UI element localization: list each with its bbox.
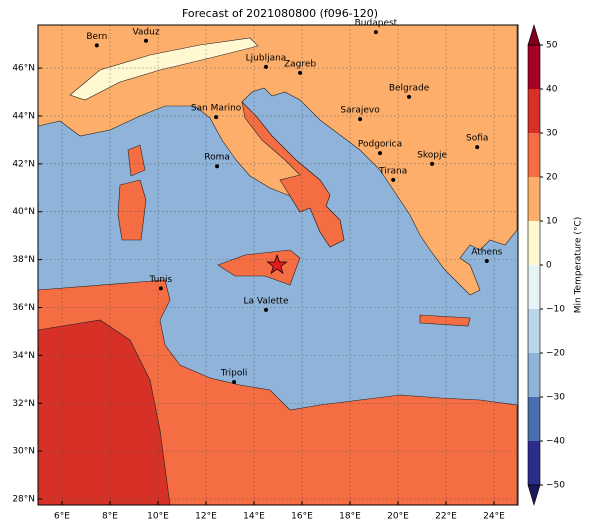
city-marker (475, 145, 480, 150)
colorbar-label: Min Temperature (°C) (574, 217, 584, 314)
city-label: Belgrade (389, 83, 430, 93)
city-label: La Valette (244, 296, 289, 306)
y-tick-label: 44°N (12, 111, 35, 121)
city-marker (232, 379, 237, 384)
city-marker (214, 115, 219, 120)
x-tick-label: 12°E (195, 512, 217, 522)
sicily (217, 249, 301, 286)
crete (419, 314, 471, 327)
city-label: Podgorica (358, 140, 402, 150)
colorbar-tick-label: −30 (546, 393, 565, 403)
y-tick-label: 46°N (12, 64, 35, 74)
africa-interior (38, 319, 171, 505)
city-label: Tripoli (220, 368, 248, 378)
colorbar-tick-label: 20 (546, 173, 558, 183)
colorbar-segment (528, 133, 540, 177)
colorbar-segment (528, 353, 540, 397)
y-tick-label: 38°N (12, 255, 35, 265)
city-marker (144, 38, 148, 43)
colorbar-over (527, 23, 541, 46)
x-tick-label: 20°E (387, 512, 409, 522)
city-marker (430, 161, 435, 166)
city-label: Skopje (417, 150, 447, 160)
colorbar-segment (528, 177, 540, 221)
y-tick-label: 42°N (12, 159, 35, 169)
city-label: Zagreb (284, 59, 316, 69)
y-tick-label: 32°N (12, 399, 35, 409)
colorbar-segment (528, 397, 540, 441)
x-tick-label: 6°E (54, 512, 70, 522)
colorbar-tick-label: −10 (546, 305, 565, 315)
city-marker (378, 151, 382, 156)
x-tick-label: 18°E (339, 512, 361, 522)
city-marker (158, 286, 163, 291)
x-tick-label: 22°E (435, 512, 457, 522)
city-marker (215, 164, 220, 169)
city-label: Ljubljana (246, 53, 287, 63)
colorbar-tick-label: 10 (546, 217, 558, 227)
city-marker (298, 70, 303, 75)
y-tick-label: 36°N (12, 303, 35, 313)
city-label: Vaduz (132, 27, 159, 37)
city-label: Bern (86, 32, 107, 42)
x-tick-label: 8°E (102, 512, 118, 522)
colorbar-segment (528, 441, 540, 485)
land (38, 25, 518, 505)
x-tick-label: 14°E (243, 512, 265, 522)
y-tick-label: 30°N (12, 447, 35, 457)
city-marker (264, 64, 268, 69)
colorbar-tick-label: 30 (546, 129, 558, 139)
city-label: Budapest (355, 19, 398, 29)
city-label: Roma (204, 153, 230, 163)
y-tick-label: 34°N (12, 351, 35, 361)
city-label: Athens (471, 248, 502, 258)
colorbar-segment (528, 89, 540, 133)
city-label: Sarajevo (340, 106, 380, 116)
corsica (127, 144, 146, 177)
colorbar-segment (528, 309, 540, 353)
city-label: Tirana (378, 166, 407, 176)
city-marker (264, 307, 268, 312)
city-marker (484, 259, 489, 264)
x-tick-label: 10°E (147, 512, 169, 522)
city-label: Sofia (466, 134, 488, 144)
city-marker (94, 43, 99, 48)
colorbar-tick-label: 50 (546, 41, 558, 51)
city-marker (373, 30, 378, 35)
x-tick-label: 16°E (291, 512, 313, 522)
city-marker (391, 177, 396, 182)
colorbar-under (527, 484, 541, 507)
star-marker (266, 254, 288, 275)
alps (69, 37, 259, 101)
colorbar-segment (528, 265, 540, 309)
x-tick-label: 24°E (483, 512, 505, 522)
colorbar-segment (528, 221, 540, 265)
y-tick-label: 40°N (12, 207, 35, 217)
italy-coast (241, 101, 345, 248)
colorbar-segment (528, 45, 540, 89)
city-label: Tunis (149, 275, 173, 285)
map-frame (37, 24, 519, 506)
colorbar-tick-label: −40 (546, 437, 565, 447)
colorbar-tick-label: 40 (546, 85, 558, 95)
city-marker (358, 117, 363, 122)
city-marker (407, 94, 412, 99)
colorbar-tick-label: −50 (546, 481, 565, 491)
colorbar-tick-label: −20 (546, 349, 565, 359)
map-title: Forecast of 2021080800 (f096-120) (182, 7, 378, 20)
colorbar-tick-label: 0 (546, 261, 552, 271)
city-label: San Marino (191, 104, 242, 114)
sardinia (117, 179, 147, 241)
y-tick-label: 28°N (12, 495, 35, 505)
europe (38, 25, 518, 296)
